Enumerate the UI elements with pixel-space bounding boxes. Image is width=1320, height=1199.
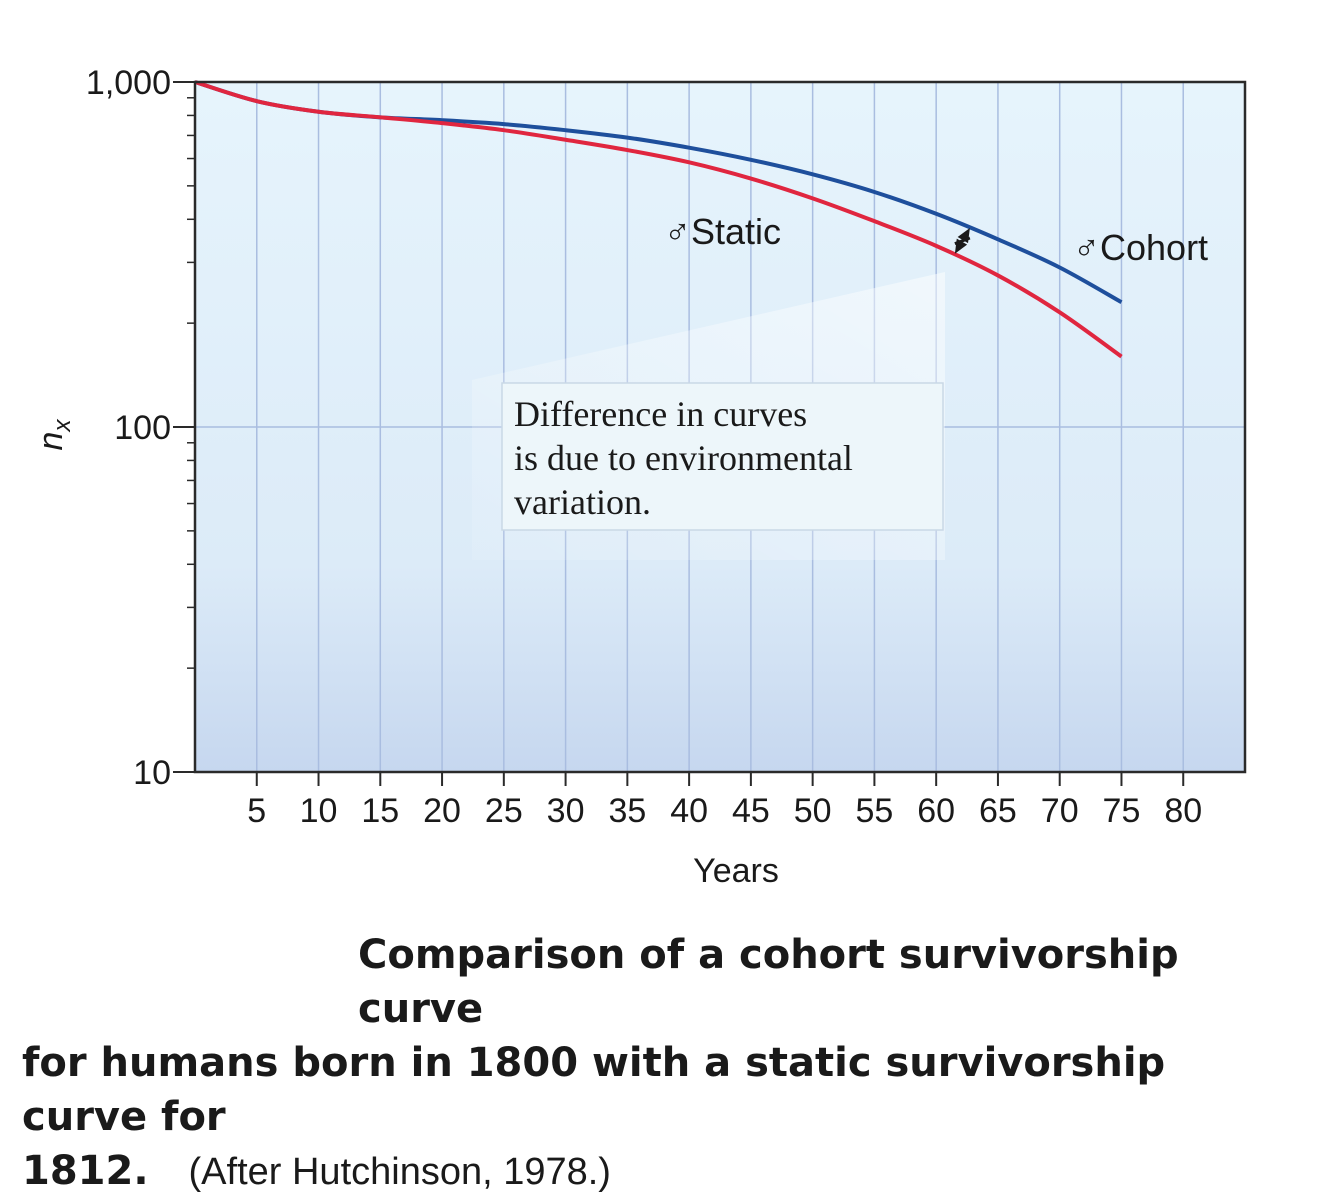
x-tick-label-5: 5 xyxy=(247,792,266,830)
y-axis-title: nx xyxy=(32,419,76,451)
label-cohort-name: Cohort xyxy=(1100,227,1208,268)
label-static-symbol: ♂ xyxy=(664,211,691,252)
x-tick-label-45: 45 xyxy=(732,792,770,830)
annotation-line-1: Difference in curves xyxy=(514,394,807,434)
x-tick-label-25: 25 xyxy=(485,792,523,830)
annotation-line-3: variation. xyxy=(514,482,651,522)
x-tick-label-20: 20 xyxy=(423,792,461,830)
x-tick-label-70: 70 xyxy=(1041,792,1079,830)
x-tick-label-10: 10 xyxy=(300,792,338,830)
x-tick-label-65: 65 xyxy=(979,792,1017,830)
caption-line-3: 1812. xyxy=(22,1148,149,1194)
caption-line-1: Comparison of a cohort survivorship curv… xyxy=(358,932,1179,1032)
x-axis-ticks: 5 10 15 20 25 30 35 40 45 50 55 60 65 70 75 80 xyxy=(247,772,1202,830)
series-group xyxy=(194,80,1123,359)
x-tick-label-60: 60 xyxy=(917,792,955,830)
label-static-name: Static xyxy=(691,211,781,252)
difference-arrow-head-top xyxy=(957,227,970,244)
y-tick-label-100: 100 xyxy=(114,409,171,447)
x-tick-label-50: 50 xyxy=(794,792,832,830)
y-axis-ticks: 10 100 1,000 xyxy=(86,64,195,792)
label-cohort: ♂Cohort xyxy=(1073,227,1208,268)
x-tick-label-75: 75 xyxy=(1103,792,1141,830)
x-axis-title: Years xyxy=(693,852,779,890)
figure-caption: Comparison of a cohort survivorship curv… xyxy=(22,928,1302,1199)
survivorship-chart: 5 10 15 20 25 30 35 40 45 50 55 60 65 70 75 80 10 100 1,0… xyxy=(32,64,1247,890)
series-static-line xyxy=(194,80,1123,359)
x-tick-label-35: 35 xyxy=(608,792,646,830)
label-cohort-symbol: ♂ xyxy=(1073,227,1100,268)
annotation-box: Difference in curves is due to environme… xyxy=(501,382,944,531)
difference-arrow-head-bottom xyxy=(954,238,968,254)
y-tick-label-1,000: 1,000 xyxy=(86,64,171,102)
x-tick-label-15: 15 xyxy=(361,792,399,830)
difference-arrow xyxy=(954,227,971,254)
y-axis-title-main: n xyxy=(32,432,70,451)
caption-credit: (After Hutchinson, 1978.) xyxy=(188,1151,611,1193)
y-tick-label-10: 10 xyxy=(133,754,171,792)
y-axis-title-subscript: x xyxy=(49,419,76,433)
x-tick-label-40: 40 xyxy=(670,792,708,830)
annotation-line-2: is due to environmental xyxy=(514,438,853,478)
label-static: ♂Static xyxy=(664,211,781,252)
caption-line-2: for humans born in 1800 with a static su… xyxy=(22,1040,1166,1140)
x-tick-label-30: 30 xyxy=(547,792,585,830)
x-tick-label-80: 80 xyxy=(1164,792,1202,830)
x-tick-label-55: 55 xyxy=(855,792,893,830)
